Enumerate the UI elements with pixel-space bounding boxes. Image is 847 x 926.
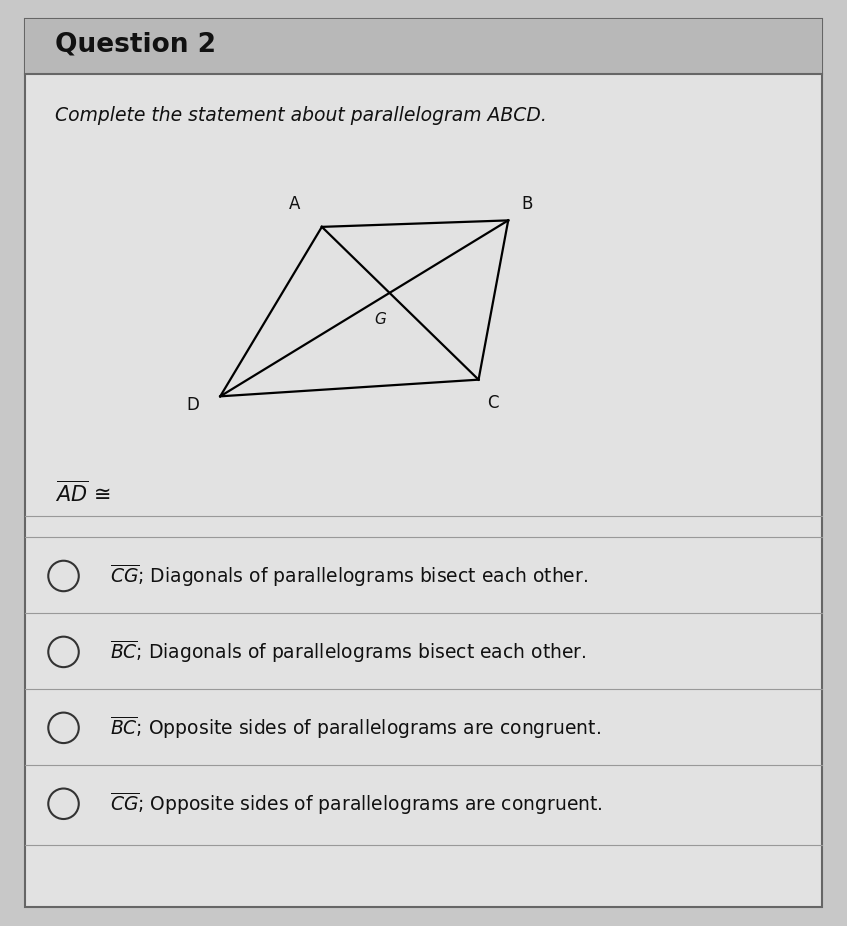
Text: Question 2: Question 2 <box>55 31 216 57</box>
Text: G: G <box>374 312 386 327</box>
Text: $\overline{CG}$; Diagonals of parallelograms bisect each other.: $\overline{CG}$; Diagonals of parallelog… <box>110 563 588 589</box>
Text: A: A <box>290 195 301 213</box>
Text: Complete the statement about parallelogram ABCD.: Complete the statement about parallelogr… <box>55 106 547 125</box>
Text: $\overline{CG}$; Opposite sides of parallelograms are congruent.: $\overline{CG}$; Opposite sides of paral… <box>110 791 603 817</box>
Text: $\overline{BC}$; Diagonals of parallelograms bisect each other.: $\overline{BC}$; Diagonals of parallelog… <box>110 639 587 665</box>
Text: B: B <box>521 195 532 213</box>
Text: C: C <box>487 394 499 411</box>
FancyBboxPatch shape <box>25 19 822 907</box>
Text: $\overline{BC}$; Opposite sides of parallelograms are congruent.: $\overline{BC}$; Opposite sides of paral… <box>110 715 601 741</box>
FancyBboxPatch shape <box>25 19 822 74</box>
Text: D: D <box>186 396 199 414</box>
Text: $\overline{AD}$ ≅: $\overline{AD}$ ≅ <box>55 480 110 506</box>
